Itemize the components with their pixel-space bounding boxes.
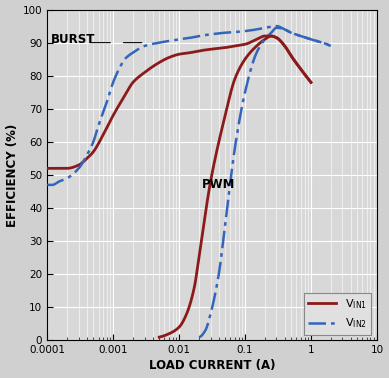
Y-axis label: EFFICIENCY (%): EFFICIENCY (%)	[5, 123, 19, 227]
X-axis label: LOAD CURRENT (A): LOAD CURRENT (A)	[149, 359, 275, 372]
Text: PWM: PWM	[202, 178, 235, 191]
Text: BURST: BURST	[51, 33, 96, 46]
Legend: V$_{\rm IN1}$, V$_{\rm IN2}$: V$_{\rm IN1}$, V$_{\rm IN2}$	[304, 293, 371, 335]
